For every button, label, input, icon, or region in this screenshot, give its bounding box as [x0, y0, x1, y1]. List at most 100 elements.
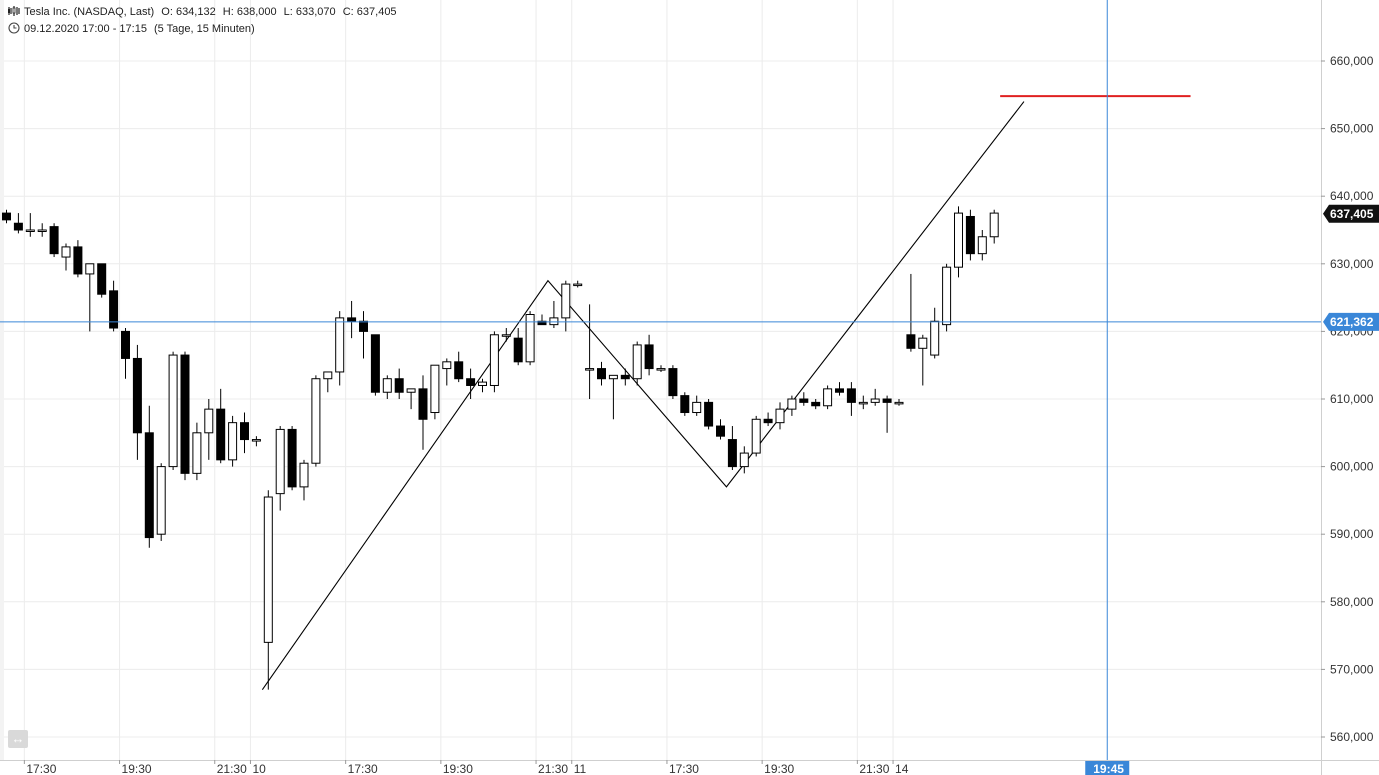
candle	[25, 213, 35, 237]
last-price-label: 637,405	[1330, 207, 1374, 221]
candle-body	[489, 334, 499, 386]
candle	[644, 334, 654, 376]
candle	[287, 426, 297, 491]
candle-body	[132, 357, 142, 434]
candle-body	[632, 344, 642, 380]
candle-body	[882, 398, 892, 403]
candle	[299, 459, 309, 501]
price-axis: 660,000650,000640,000630,000620,000610,0…	[1321, 54, 1374, 744]
candle-body	[156, 466, 166, 535]
candle	[347, 300, 357, 339]
candle-body	[73, 246, 83, 275]
candle-body	[168, 354, 178, 468]
candles-icon[interactable]	[8, 5, 20, 17]
candle-body	[811, 401, 821, 407]
candle	[597, 361, 606, 386]
candle	[180, 351, 190, 481]
y-tick-label: 660,000	[1330, 54, 1374, 68]
candle	[989, 209, 999, 244]
candle	[382, 375, 392, 399]
x-tick-label: 11	[574, 762, 587, 775]
y-tick-label: 590,000	[1330, 527, 1374, 541]
candle-body	[823, 388, 833, 407]
high-value: H: 638,000	[222, 6, 277, 18]
x-tick-label: 17:30	[26, 762, 56, 775]
candle	[787, 395, 797, 416]
candle-body	[965, 215, 975, 255]
candle	[632, 341, 642, 386]
candle-body	[287, 428, 297, 488]
candle-body	[501, 334, 511, 337]
crosshair-time-tag: 19:45	[1085, 761, 1130, 775]
overlays	[0, 0, 1321, 760]
period-interval: (5 Tage, 15 Minuten)	[154, 23, 255, 35]
candle	[85, 263, 95, 332]
x-tick-label: 19:30	[443, 762, 473, 775]
candle-body	[835, 388, 844, 393]
candle-body	[668, 368, 678, 397]
crosshair-time-tag-bg	[1085, 761, 1130, 775]
candle	[680, 392, 690, 416]
candle-body	[85, 263, 95, 275]
candle-body	[406, 388, 416, 393]
candle-body	[109, 290, 119, 329]
candle	[501, 328, 511, 342]
last-price-tag: 637,405	[1323, 204, 1379, 223]
candle	[799, 392, 809, 406]
candle-body	[858, 401, 868, 405]
candle-body	[620, 374, 630, 380]
period-range: 09.12.2020 17:00 - 17:15	[24, 23, 147, 35]
x-tick-label: 19:30	[122, 762, 152, 775]
candle-body	[977, 236, 987, 255]
scroll-handle-icon[interactable]: ↔	[8, 730, 28, 748]
candle	[49, 223, 59, 258]
candle-body	[930, 320, 940, 356]
candle-body	[61, 246, 71, 258]
candle-body	[13, 222, 23, 231]
crosshair-price-tag: 621,362	[1323, 312, 1379, 331]
candle	[585, 304, 595, 399]
candle-body	[954, 212, 963, 268]
y-tick-label: 560,000	[1330, 730, 1374, 744]
candle	[763, 412, 773, 427]
candle	[311, 375, 321, 467]
candle	[216, 388, 226, 464]
candle	[692, 395, 702, 416]
candle	[13, 213, 23, 234]
candle-body	[775, 408, 785, 424]
candle-body	[263, 496, 273, 643]
candle	[394, 368, 404, 399]
candle-body	[335, 317, 345, 373]
candle	[965, 209, 975, 261]
crosshair-price-tag-bg	[1323, 312, 1379, 331]
time-axis: 17:30 19:30 21:30 10 17:30 19:30 21:30 11 17:30 1…	[23, 760, 909, 775]
candle	[739, 446, 749, 474]
candle	[204, 399, 214, 460]
candles	[2, 206, 999, 690]
candle	[620, 368, 630, 386]
candle	[454, 351, 464, 383]
close-value: C: 637,405	[342, 6, 397, 18]
candle-body	[394, 378, 404, 393]
candle-body	[97, 263, 107, 295]
open-value: O: 634,132	[161, 6, 216, 18]
candle-body	[549, 317, 559, 326]
candle-body	[454, 361, 464, 380]
candle-body	[692, 401, 702, 414]
candle	[251, 436, 261, 447]
candle-body	[573, 283, 583, 287]
candle-body	[537, 320, 547, 326]
candle-body	[680, 395, 690, 414]
candle	[359, 311, 368, 359]
candle	[561, 280, 571, 332]
candle	[977, 230, 987, 261]
last-price-tag-bg	[1323, 204, 1379, 223]
y-tick-label: 630,000	[1330, 257, 1374, 271]
candle	[323, 371, 333, 393]
candle	[418, 375, 428, 450]
y-tick-label: 600,000	[1330, 460, 1374, 474]
candle-body	[870, 398, 880, 403]
